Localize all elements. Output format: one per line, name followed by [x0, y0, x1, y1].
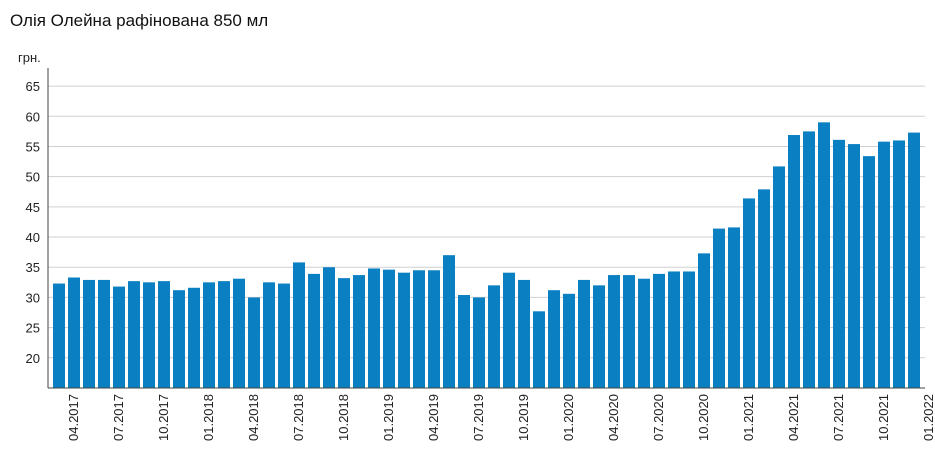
chart-title: Олія Олейна рафінована 850 мл [10, 11, 268, 30]
x-tick-label: 04.2020 [606, 394, 621, 441]
y-tick-label: 35 [26, 260, 40, 275]
bar [773, 166, 785, 388]
x-tick-label: 10.2019 [516, 394, 531, 441]
bar [218, 281, 230, 388]
bar [518, 279, 530, 388]
bar [293, 262, 305, 388]
bar [668, 271, 680, 388]
x-tick-label: 07.2017 [111, 394, 126, 441]
bar [398, 272, 410, 388]
bar [158, 281, 170, 388]
x-tick-label: 07.2018 [291, 394, 306, 441]
y-tick-label: 60 [26, 109, 40, 124]
y-tick-label: 40 [26, 230, 40, 245]
bar [743, 198, 755, 388]
bar [548, 290, 560, 388]
bar [653, 273, 665, 388]
bar [473, 297, 485, 388]
x-tick-label: 10.2017 [156, 394, 171, 441]
bar [248, 297, 260, 388]
bar [578, 279, 590, 388]
x-tick-label: 01.2020 [561, 394, 576, 441]
x-tick-label: 01.2018 [201, 394, 216, 441]
y-tick-label: 45 [26, 200, 40, 215]
bar [113, 286, 125, 388]
x-tick-label: 01.2021 [741, 394, 756, 441]
bar [83, 279, 95, 388]
bar [623, 275, 635, 388]
bar [758, 189, 770, 388]
x-tick-label: 07.2019 [471, 394, 486, 441]
bar [308, 273, 320, 388]
bar [683, 271, 695, 388]
y-tick-label: 65 [26, 79, 40, 94]
bar [443, 255, 455, 388]
bar [803, 131, 815, 388]
bar [368, 268, 380, 388]
y-tick-label: 50 [26, 170, 40, 185]
bar [833, 139, 845, 388]
bar [908, 132, 920, 388]
y-tick-label: 20 [26, 351, 40, 366]
bar [263, 282, 275, 388]
bar [638, 278, 650, 388]
x-tick-label: 04.2019 [426, 394, 441, 441]
bar [233, 278, 245, 388]
bar [593, 285, 605, 388]
bar [848, 144, 860, 388]
bar [68, 277, 80, 388]
x-tick-label: 07.2021 [831, 394, 846, 441]
bar [53, 283, 65, 388]
x-tick-label: 10.2021 [876, 394, 891, 441]
bar [278, 283, 290, 388]
x-tick-label: 01.2019 [381, 394, 396, 441]
x-tick-label: 10.2020 [696, 394, 711, 441]
bar [503, 272, 515, 388]
bar [728, 227, 740, 388]
bar [818, 122, 830, 388]
y-tick-label: 30 [26, 290, 40, 305]
bar [143, 282, 155, 388]
bar [608, 275, 620, 388]
y-tick-label: 55 [26, 139, 40, 154]
bar [713, 228, 725, 388]
bar [533, 311, 545, 388]
bar [488, 285, 500, 388]
bar [788, 135, 800, 388]
y-tick-label: 25 [26, 321, 40, 336]
bar [893, 140, 905, 388]
y-axis-label: грн. [18, 50, 41, 65]
bar [878, 141, 890, 388]
bar [353, 275, 365, 388]
bar [203, 282, 215, 388]
bar [698, 253, 710, 388]
bar [128, 281, 140, 388]
bar [458, 295, 470, 388]
x-tick-label: 07.2020 [651, 394, 666, 441]
bar [563, 293, 575, 388]
x-tick-label: 04.2018 [246, 394, 261, 441]
bar [338, 278, 350, 388]
bar [173, 290, 185, 388]
x-tick-label: 04.2017 [66, 394, 81, 441]
bar [863, 156, 875, 388]
bar [383, 269, 395, 388]
bar [428, 270, 440, 388]
labels: 20 25 30 35 40 45 50 55 60 65 04.2017 07.2017 10.201… [26, 79, 935, 441]
x-tick-label: 01.2022 [921, 394, 935, 441]
x-tick-label: 04.2021 [786, 394, 801, 441]
bar [188, 287, 200, 388]
bar [413, 270, 425, 388]
bar [98, 279, 110, 388]
bars [53, 122, 920, 388]
x-tick-label: 10.2018 [336, 394, 351, 441]
bar [323, 267, 335, 388]
